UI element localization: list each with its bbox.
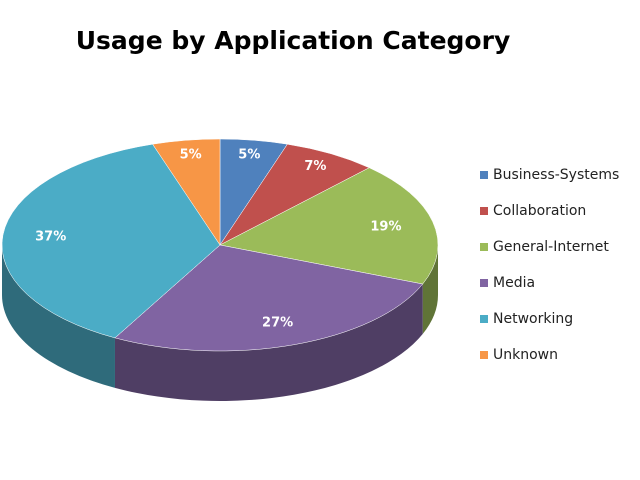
value-label: 7%: [304, 159, 326, 174]
legend-label: Business-Systems: [493, 167, 619, 183]
legend-label: Media: [493, 275, 535, 291]
value-label: 19%: [370, 219, 401, 234]
legend-label: General-Internet: [493, 239, 609, 255]
value-label: 37%: [35, 230, 66, 245]
legend-swatch: [480, 279, 488, 287]
value-label: 5%: [238, 147, 260, 162]
legend-swatch: [480, 171, 488, 179]
legend-label: Unknown: [493, 347, 558, 363]
legend-label: Collaboration: [493, 203, 586, 219]
legend-swatch: [480, 243, 488, 251]
legend-swatch: [480, 207, 488, 215]
slice: [152, 138, 221, 246]
slice-side: [114, 284, 423, 402]
value-label: 27%: [262, 315, 293, 330]
slice: [114, 244, 424, 352]
slice: [1, 143, 221, 339]
legend-label: Networking: [493, 311, 573, 327]
legend-swatch: [480, 315, 488, 323]
slice: [219, 167, 439, 285]
slice-side: [422, 245, 438, 335]
value-label: 5%: [180, 147, 202, 162]
chart-title: Usage by Application Category: [76, 26, 511, 55]
legend-swatch: [480, 351, 488, 359]
